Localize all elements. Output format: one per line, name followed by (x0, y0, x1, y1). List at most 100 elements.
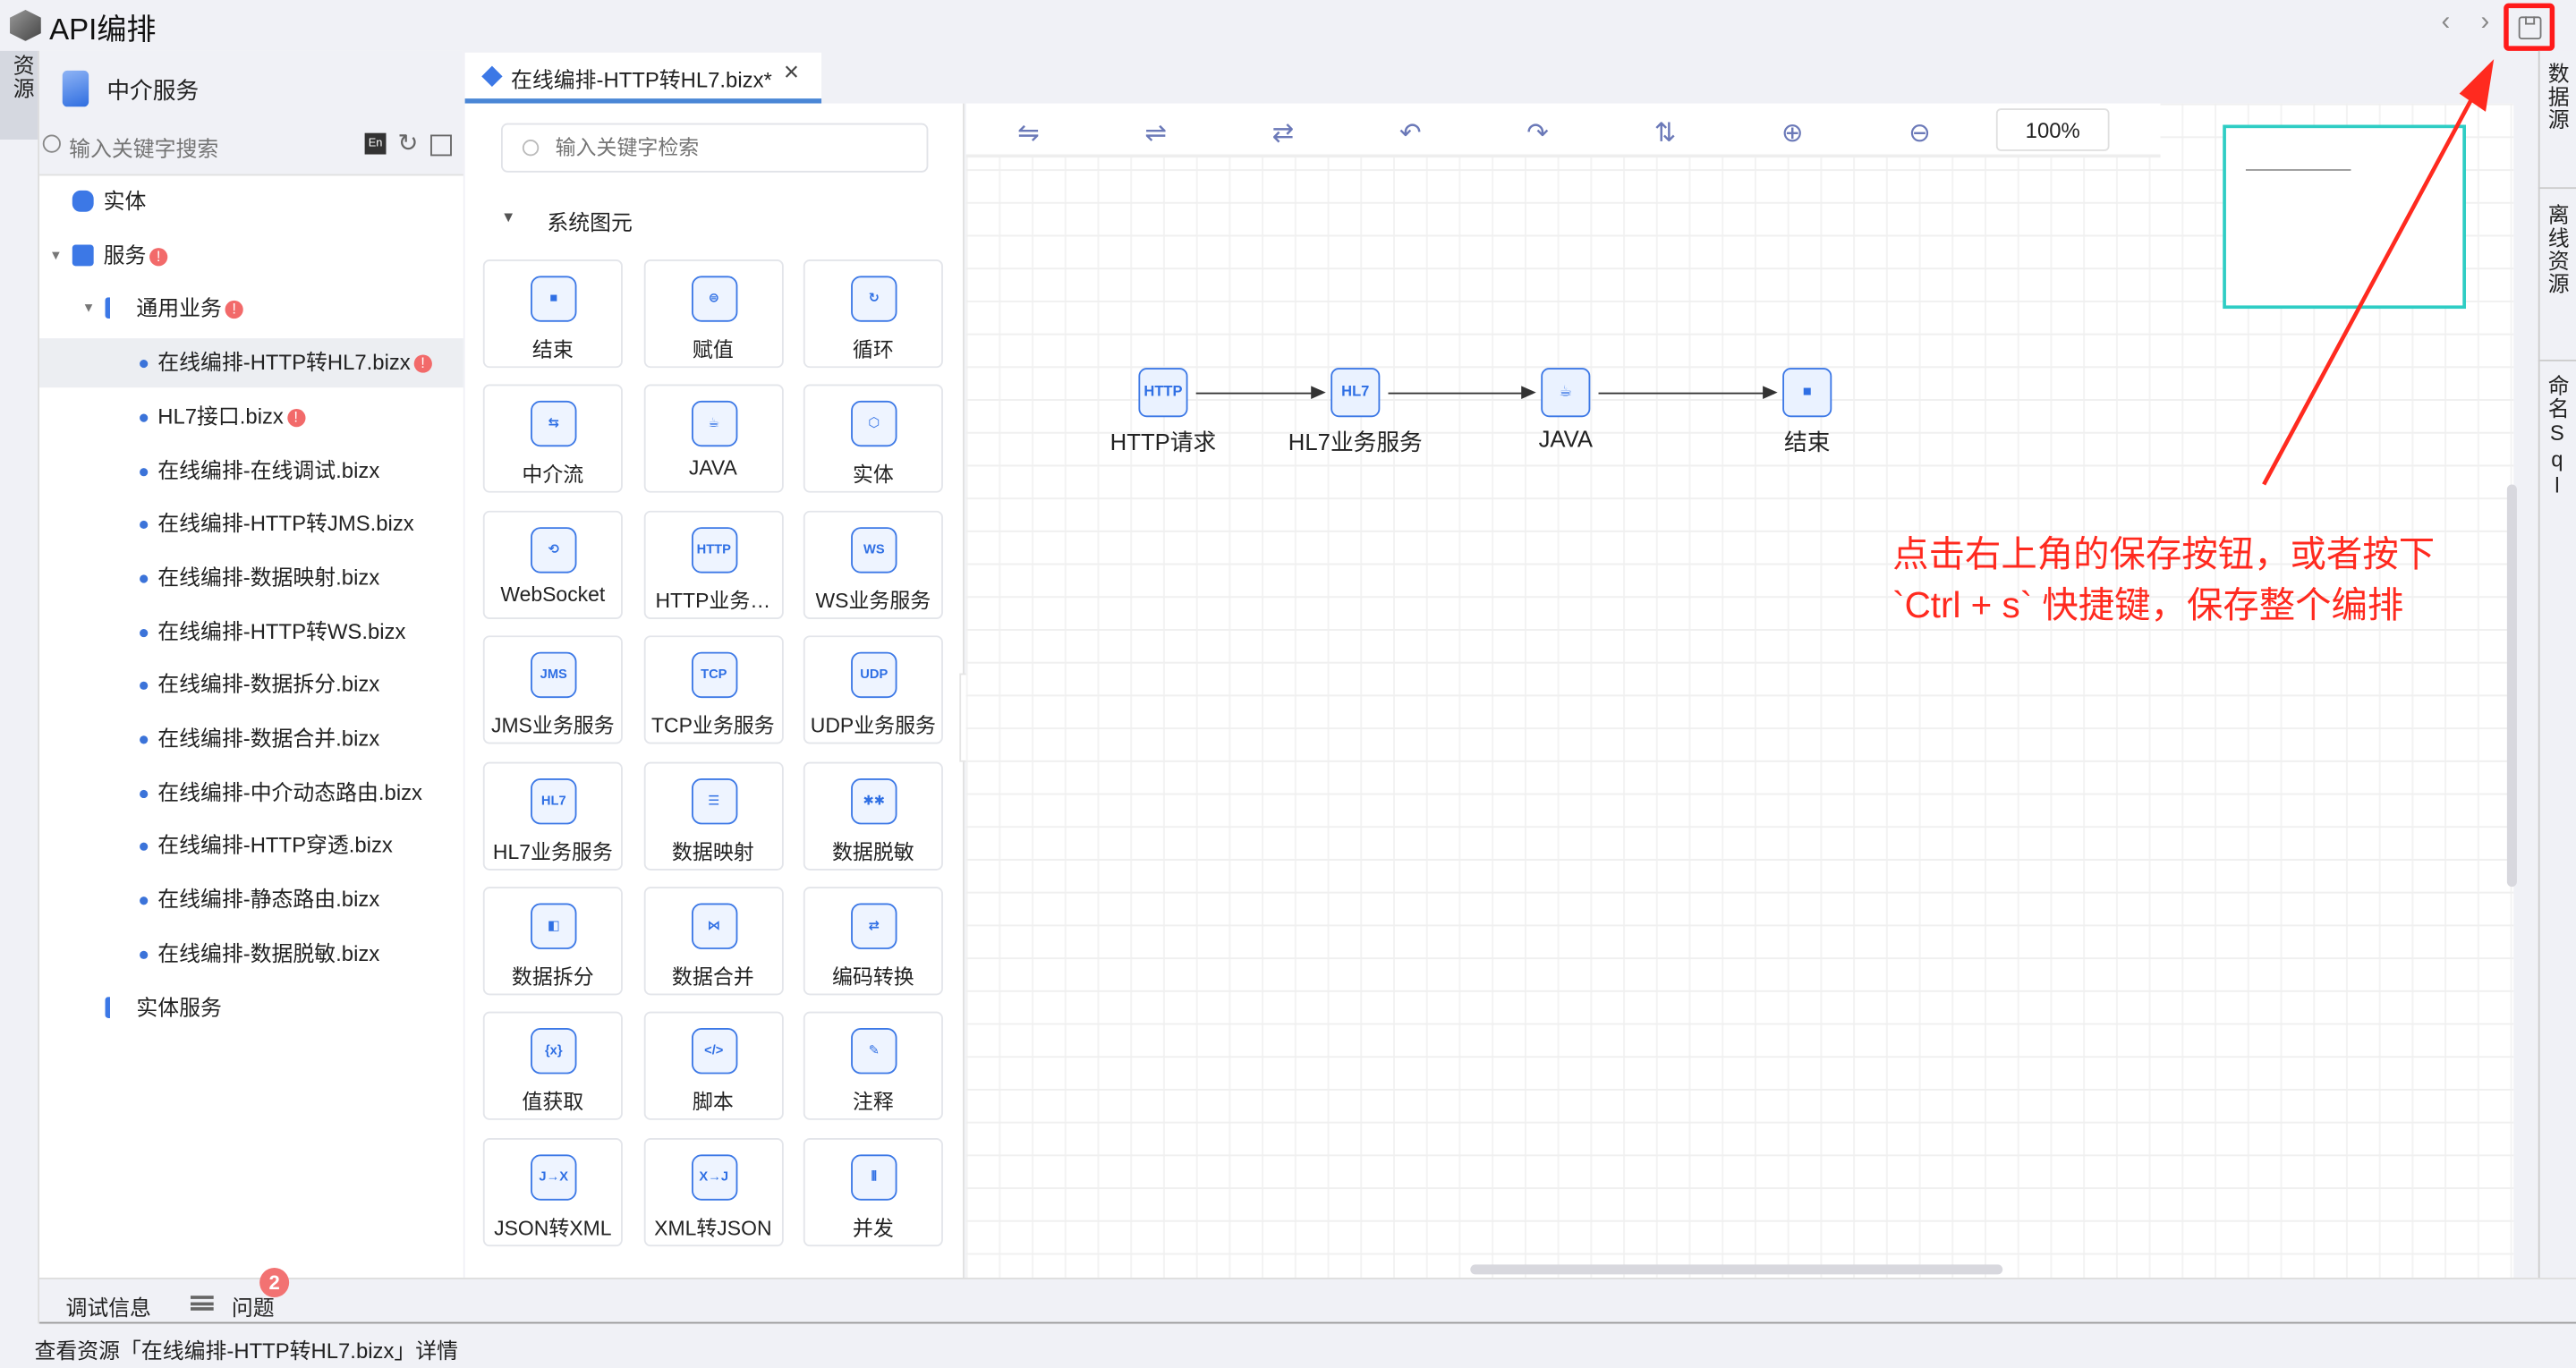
palette-item[interactable]: ⇄ 编码转换 (803, 887, 943, 996)
flow-edge[interactable] (1598, 387, 1778, 397)
palette-item[interactable]: ■ 结束 (482, 259, 623, 369)
flow-node[interactable]: HTTP (1138, 368, 1188, 418)
align-left-icon[interactable]: ⇋ (1017, 119, 1040, 149)
resource-search-input[interactable] (69, 131, 357, 165)
tab-problems[interactable]: 问题 (231, 1296, 275, 1321)
zoom-out-icon[interactable]: ⊖ (1909, 119, 1931, 149)
tree-item[interactable]: 在线编排-HTTP转HL7.bizx! (39, 338, 463, 388)
tree-item[interactable]: 实体服务 (39, 983, 463, 1032)
tree-item[interactable]: 在线编排-在线调试.bizx (39, 446, 463, 495)
palette-item-label: 数据拆分 (511, 965, 594, 989)
tree-item[interactable]: HL7接口.bizx! (39, 392, 463, 441)
tree-item[interactable]: 在线编排-HTTP穿透.bizx (39, 821, 463, 871)
section-title[interactable]: 系统图元 (547, 209, 633, 235)
translate-icon[interactable]: En (364, 132, 387, 155)
tree-item[interactable]: 在线编排-数据脱敏.bizx (39, 930, 463, 979)
tree-item-label: 通用业务! (136, 285, 243, 334)
palette-item[interactable]: X→J XML转JSON (642, 1137, 783, 1246)
flow-edge[interactable] (1195, 387, 1326, 397)
tree-item[interactable]: 在线编排-数据拆分.bizx (39, 660, 463, 709)
nav-back-icon[interactable]: ‹ (2441, 8, 2451, 37)
palette-item[interactable]: J→X JSON转XML (482, 1137, 623, 1246)
label: 在线编排-中介动态路由.bizx (157, 779, 422, 804)
tree-item[interactable]: 在线编排-HTTP转WS.bizx (39, 607, 463, 656)
bullet-icon (140, 467, 149, 476)
redo-icon[interactable]: ↷ (1526, 119, 1549, 149)
status-bar: 查看资源「在线编排-HTTP转HL7.bizx」详情 (34, 1338, 459, 1364)
tab-label: 在线编排-HTTP转HL7.bizx* (511, 67, 772, 92)
tree-item[interactable]: 在线编排-静态路由.bizx (39, 875, 463, 924)
palette-item-label: 实体 (852, 463, 894, 488)
palette-item[interactable]: ⋈ 数据合并 (642, 887, 783, 996)
tree-item[interactable]: 在线编排-中介动态路由.bizx (39, 768, 463, 817)
palette-item[interactable]: ✱✱ 数据脱敏 (803, 760, 943, 871)
tab-named-sql[interactable]: 命名Sql (2545, 374, 2570, 499)
palette-item[interactable]: UDP UDP业务服务 (803, 635, 943, 744)
save-button[interactable] (2504, 3, 2555, 51)
palette-item-label: 数据脱敏 (831, 840, 914, 863)
tab-resources[interactable]: 资源 (0, 50, 38, 140)
close-tab-icon[interactable]: × (783, 59, 799, 88)
zoom-in-icon[interactable]: ⊕ (1781, 119, 1804, 149)
palette-item[interactable]: ✎ 注释 (803, 1012, 943, 1121)
refresh-icon[interactable]: ↻ (397, 130, 419, 158)
label: HL7接口.bizx (157, 404, 284, 429)
palette-item[interactable]: ↻ 循环 (803, 259, 943, 369)
problem-count-badge: 2 (259, 1268, 290, 1298)
swap-icon[interactable]: ⇅ (1654, 119, 1677, 149)
label: 在线编排-静态路由.bizx (157, 887, 380, 912)
align-center-icon[interactable]: ⇌ (1144, 119, 1168, 149)
vertical-scrollbar[interactable] (2506, 484, 2517, 888)
palette-item[interactable]: ⬡ 实体 (803, 385, 943, 494)
tab-datasource[interactable]: 数据源 (2545, 62, 2570, 132)
tree-item-label: 在线编排-HTTP转HL7.bizx! (157, 338, 432, 387)
palette-item[interactable]: ⊜ 赋值 (642, 259, 783, 369)
zoom-level[interactable]: 100% (1995, 108, 2110, 151)
section-caret-icon[interactable]: ▼ (501, 208, 516, 225)
tree-item[interactable]: 在线编排-HTTP转JMS.bizx (39, 499, 463, 548)
tree-item[interactable]: 实体 (39, 177, 463, 226)
palette-item[interactable]: HTTP HTTP业务… (642, 510, 783, 619)
bullet-icon (140, 682, 149, 691)
flow-node[interactable]: HL7 (1331, 368, 1381, 418)
palette-item[interactable]: ⟲ WebSocket (482, 510, 623, 619)
tree-item[interactable]: 在线编排-数据映射.bizx (39, 553, 463, 602)
palette-item-label: 脚本 (692, 1091, 734, 1115)
flow-edge[interactable] (1388, 387, 1536, 397)
palette-search-input[interactable] (555, 132, 884, 163)
minimap[interactable] (2223, 124, 2466, 310)
palette-item[interactable]: ☕ JAVA (642, 385, 783, 494)
palette-item-icon: X→J (691, 1153, 737, 1201)
caret-down-icon[interactable]: ▼ (49, 247, 63, 263)
tree-item[interactable]: ▼ 通用业务! (39, 285, 463, 334)
palette-item[interactable]: ☰ 数据映射 (642, 760, 783, 871)
palette-item[interactable]: WS WS业务服务 (803, 510, 943, 619)
flow-node[interactable]: ☕ (1541, 368, 1591, 418)
undo-icon[interactable]: ↶ (1399, 119, 1422, 149)
palette-search[interactable] (501, 123, 929, 173)
palette-item[interactable]: TCP TCP业务服务 (642, 635, 783, 744)
label: 在线编排-数据合并.bizx (157, 726, 380, 751)
collapse-all-icon[interactable] (430, 134, 452, 157)
flow-node[interactable]: ■ (1782, 368, 1832, 418)
tree-item[interactable]: ▼ 服务! (39, 231, 463, 280)
bullet-icon (140, 789, 149, 798)
tree-item[interactable]: 在线编排-数据合并.bizx (39, 714, 463, 763)
align-right-icon[interactable]: ⇄ (1271, 119, 1295, 149)
palette-item[interactable]: JMS JMS业务服务 (482, 635, 623, 744)
palette-item[interactable]: HL7 HL7业务服务 (482, 760, 623, 871)
palette-item[interactable]: ⫴ 并发 (803, 1137, 943, 1246)
label: 实体 (103, 189, 147, 214)
palette-item[interactable]: {x} 值获取 (482, 1012, 623, 1121)
tab-offline-resources[interactable]: 离线资源 (2545, 203, 2570, 296)
tab-debug-info[interactable]: 调试信息 (65, 1296, 151, 1321)
palette-item[interactable]: ◧ 数据拆分 (482, 887, 623, 996)
nav-forward-icon[interactable]: › (2480, 8, 2490, 37)
palette-item[interactable]: ⇆ 中介流 (482, 385, 623, 494)
palette-item[interactable]: </> 脚本 (642, 1012, 783, 1121)
horizontal-scrollbar[interactable] (1470, 1264, 2003, 1275)
flow-node-label: HTTP请求 (1109, 429, 1217, 455)
editor-tab[interactable]: 在线编排-HTTP转HL7.bizx* × (464, 52, 822, 104)
palette-item-icon: UDP (851, 652, 897, 699)
caret-down-icon[interactable]: ▼ (81, 301, 96, 317)
